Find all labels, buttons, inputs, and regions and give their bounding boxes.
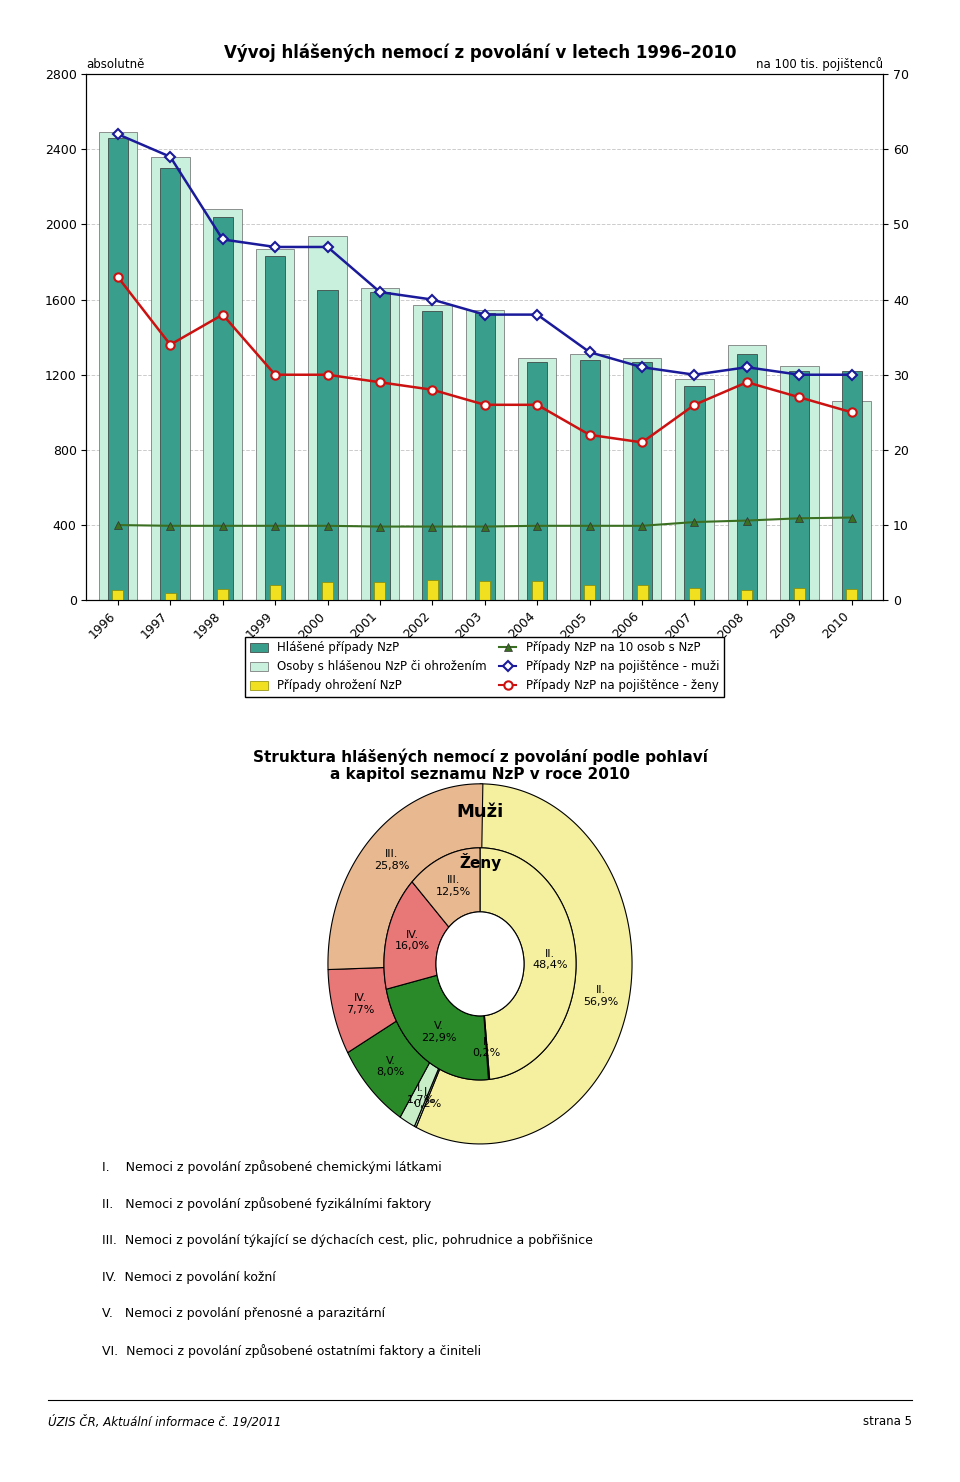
- Bar: [737, 354, 757, 600]
- Bar: [580, 360, 600, 600]
- Bar: [270, 585, 280, 600]
- Bar: [728, 345, 766, 600]
- Text: IV.
16,0%: IV. 16,0%: [396, 929, 430, 951]
- Bar: [570, 354, 609, 600]
- Text: I.    Nemoci z povolání způsobené chemickými látkami: I. Nemoci z povolání způsobené chemickým…: [103, 1160, 443, 1174]
- Polygon shape: [416, 784, 632, 1144]
- Bar: [741, 590, 753, 600]
- Bar: [318, 290, 338, 600]
- Text: ÚZIS ČR, Aktuální informace č. 19/2011: ÚZIS ČR, Aktuální informace č. 19/2011: [48, 1415, 281, 1429]
- Bar: [308, 236, 347, 600]
- Bar: [636, 585, 648, 600]
- Bar: [212, 216, 232, 600]
- Polygon shape: [348, 1021, 429, 1117]
- Bar: [847, 588, 857, 600]
- Bar: [361, 289, 399, 600]
- Bar: [794, 588, 804, 600]
- Bar: [413, 305, 451, 600]
- Bar: [99, 132, 137, 600]
- Text: III.  Nemoci z povolání týkající se dýchacích cest, plic, pohrudnice a pobřišnic: III. Nemoci z povolání týkající se dýcha…: [103, 1235, 593, 1246]
- Bar: [370, 292, 390, 600]
- Bar: [684, 385, 705, 600]
- Text: II.
48,4%: II. 48,4%: [532, 948, 567, 971]
- Polygon shape: [484, 1015, 490, 1079]
- Text: VI.  Nemoci z povolání způsobené ostatními faktory a činiteli: VI. Nemoci z povolání způsobené ostatním…: [103, 1344, 482, 1358]
- Bar: [422, 311, 443, 600]
- Text: na 100 tis. pojištenců: na 100 tis. pojištenců: [756, 58, 883, 71]
- Bar: [165, 593, 176, 600]
- Bar: [112, 590, 123, 600]
- Text: III.
25,8%: III. 25,8%: [374, 849, 409, 870]
- Polygon shape: [480, 848, 576, 1079]
- Polygon shape: [415, 1069, 440, 1128]
- Bar: [675, 379, 713, 600]
- Bar: [217, 588, 228, 600]
- Text: Struktura hlášených nemocí z povolání podle pohlaví
a kapitol seznamu NzP v roce: Struktura hlášených nemocí z povolání po…: [252, 748, 708, 782]
- Bar: [532, 581, 542, 600]
- Text: IV.
7,7%: IV. 7,7%: [347, 993, 374, 1015]
- Text: I.
0,2%: I. 0,2%: [413, 1088, 442, 1109]
- Ellipse shape: [436, 911, 524, 1017]
- Polygon shape: [328, 784, 483, 969]
- Polygon shape: [328, 968, 396, 1052]
- Text: Muži: Muži: [456, 803, 504, 821]
- Bar: [832, 402, 871, 600]
- Bar: [151, 157, 189, 600]
- Legend: Hlášené případy NzP, Osoby s hlášenou NzP či ohrožením, Případy ohrožení NzP, Př: Hlášené případy NzP, Osoby s hlášenou Nz…: [246, 637, 724, 697]
- Text: V.
8,0%: V. 8,0%: [376, 1055, 405, 1077]
- Text: I.
1,7%: I. 1,7%: [406, 1083, 435, 1104]
- Bar: [584, 585, 595, 600]
- Bar: [632, 362, 652, 600]
- Bar: [374, 582, 386, 600]
- Bar: [518, 357, 557, 600]
- Bar: [256, 249, 295, 600]
- Text: V.
22,9%: V. 22,9%: [420, 1021, 456, 1042]
- Bar: [160, 167, 180, 600]
- Text: strana 5: strana 5: [863, 1415, 912, 1429]
- Bar: [466, 310, 504, 600]
- Bar: [623, 357, 661, 600]
- Text: Ženy: Ženy: [459, 852, 501, 871]
- Polygon shape: [386, 975, 489, 1080]
- Text: III.
12,5%: III. 12,5%: [436, 876, 470, 897]
- Text: II.
56,9%: II. 56,9%: [584, 986, 619, 1006]
- Bar: [204, 209, 242, 600]
- Bar: [322, 582, 333, 600]
- Bar: [789, 370, 809, 600]
- Text: absolutně: absolutně: [86, 58, 145, 71]
- Bar: [479, 581, 491, 600]
- Text: Vývoj hlášených nemocí z povolání v letech 1996–2010: Vývoj hlášených nemocí z povolání v lete…: [224, 44, 736, 62]
- Bar: [689, 588, 700, 600]
- Polygon shape: [400, 1063, 439, 1126]
- Text: I.
0,2%: I. 0,2%: [472, 1037, 501, 1058]
- Polygon shape: [384, 882, 449, 988]
- Bar: [527, 362, 547, 600]
- Bar: [265, 256, 285, 600]
- Polygon shape: [412, 848, 480, 928]
- Bar: [842, 370, 862, 600]
- Text: II.   Nemoci z povolání způsobené fyzikálními faktory: II. Nemoci z povolání způsobené fyzikáln…: [103, 1197, 432, 1211]
- Bar: [780, 366, 819, 600]
- Bar: [108, 138, 128, 600]
- Text: V.   Nemoci z povolání přenosné a parazitární: V. Nemoci z povolání přenosné a parazitá…: [103, 1307, 386, 1320]
- Text: IV.  Nemoci z povolání kožní: IV. Nemoci z povolání kožní: [103, 1270, 276, 1283]
- Bar: [474, 313, 495, 600]
- Bar: [427, 579, 438, 600]
